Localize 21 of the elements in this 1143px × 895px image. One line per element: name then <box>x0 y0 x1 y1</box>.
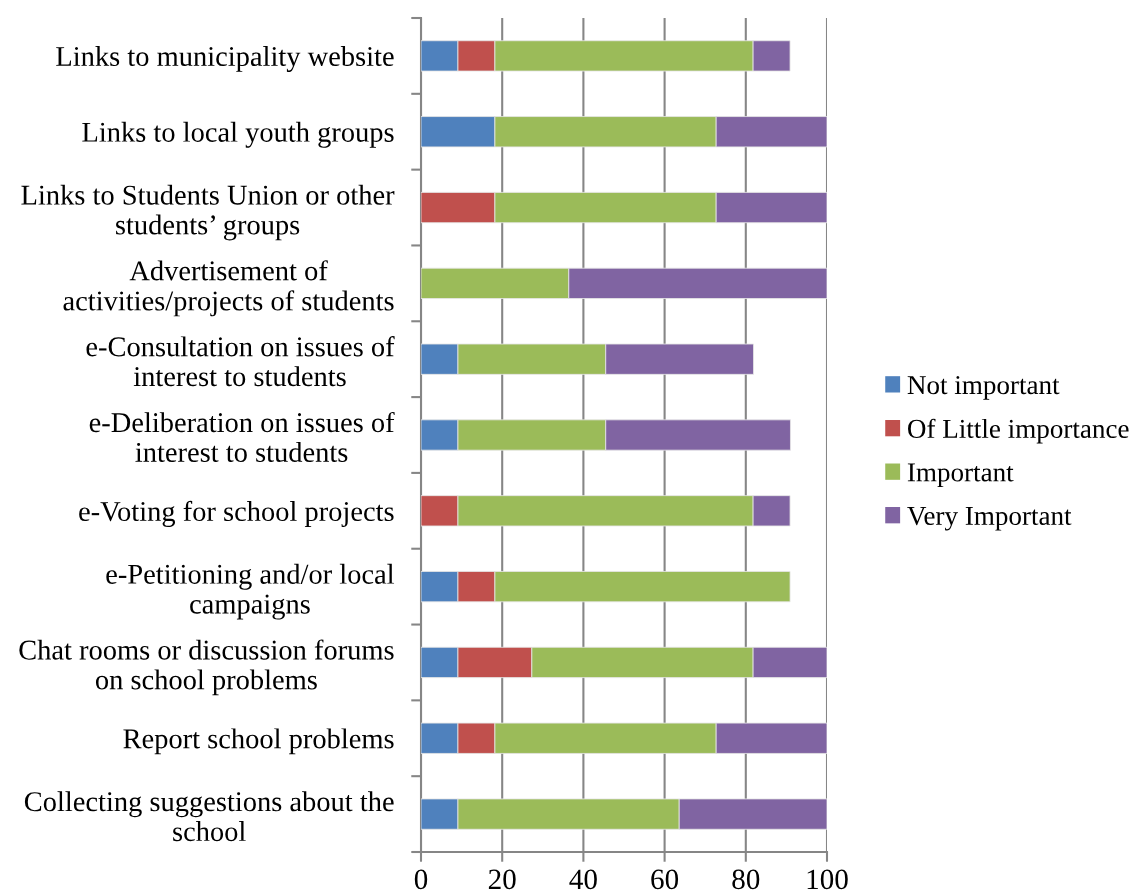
x-tick-label: 100 <box>807 869 848 890</box>
y-tick-label: Chat rooms or discussion forums on school problems <box>19 639 394 696</box>
y-tick-label: Collecting suggestions about the school <box>24 791 394 842</box>
x-tick-label: 40 <box>569 869 597 890</box>
legend-label: Very Important <box>907 507 1072 531</box>
y-tick-label: Links to Students Union or other students’ groups <box>21 184 395 241</box>
legend-label: Important <box>907 463 1014 488</box>
y-tick-label: Report school problems <box>123 728 394 755</box>
x-tick-label: 0 <box>414 869 428 890</box>
x-tick-label: 80 <box>732 869 760 890</box>
legend-label: Not important <box>907 375 1060 400</box>
x-tick-label: 60 <box>651 869 679 890</box>
legend-label: Of Little importance <box>908 418 1129 444</box>
y-tick-label: e-Deliberation on issues of interest to students <box>89 411 395 463</box>
y-tick-label: e-Voting for school projects <box>79 500 394 527</box>
x-tick-label: 20 <box>488 869 516 890</box>
y-tick-label: e-Petitioning and/or local campaigns <box>106 563 395 620</box>
y-tick-label: Links to local youth groups <box>82 121 394 148</box>
y-tick-label: Advertisement of activities/projects of students <box>63 260 394 317</box>
y-tick-label: Links to municipality website <box>56 46 394 72</box>
y-tick-label: e-Consultation on issues of interest to students <box>86 336 395 387</box>
